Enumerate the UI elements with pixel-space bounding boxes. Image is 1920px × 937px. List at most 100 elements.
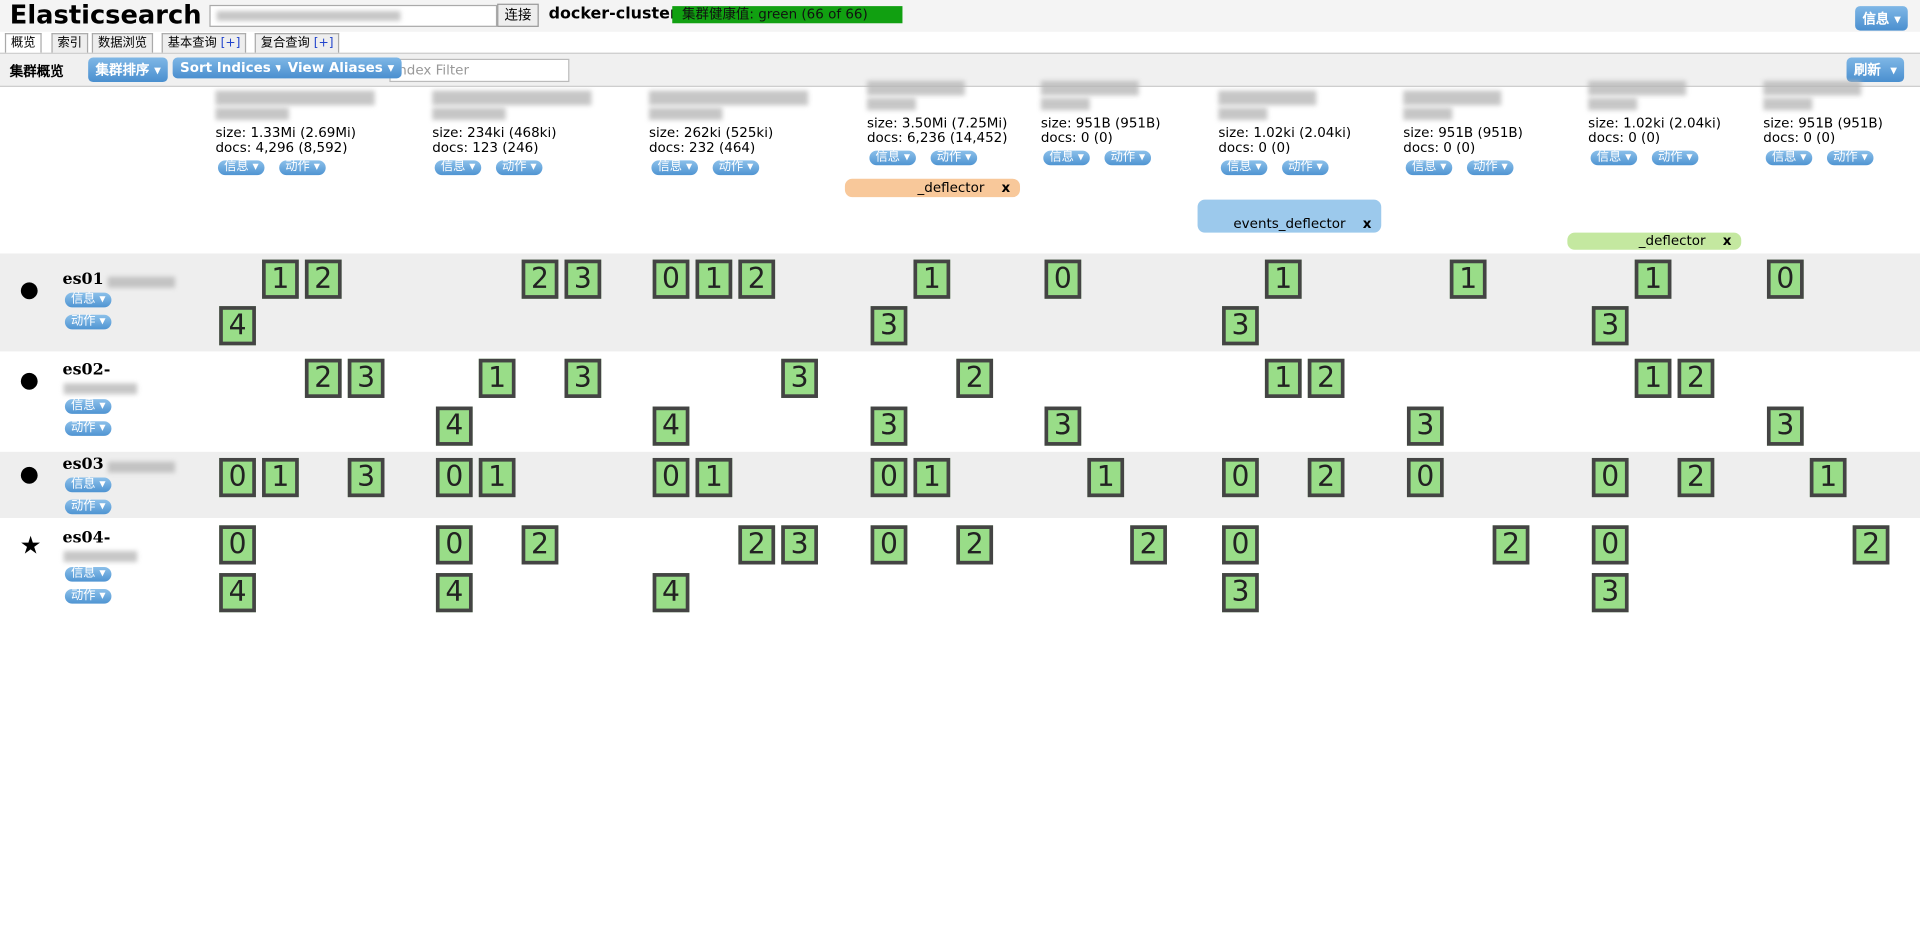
shard[interactable]: 2 xyxy=(1677,457,1715,498)
index-action[interactable]: 动作 ▾ xyxy=(1826,150,1874,166)
index-info[interactable]: 信息 ▾ xyxy=(1590,150,1638,166)
toolbar-button[interactable]: Sort Indices ▾ xyxy=(172,57,290,79)
shard[interactable]: 0 xyxy=(652,457,690,498)
shard[interactable]: 0 xyxy=(870,457,908,498)
index-action[interactable]: 动作 ▾ xyxy=(279,160,326,176)
shard[interactable]: 0 xyxy=(1766,259,1804,299)
shard[interactable]: 4 xyxy=(435,573,473,613)
index-action[interactable]: 动作 ▾ xyxy=(1104,150,1152,166)
node-action[interactable]: 动作 ▾ xyxy=(64,314,112,330)
shard[interactable]: 1 xyxy=(478,457,516,498)
node-info[interactable]: 信息 ▾ xyxy=(64,292,112,308)
node-info[interactable]: 信息 ▾ xyxy=(64,399,112,414)
node-info[interactable]: 信息 ▾ xyxy=(64,566,112,582)
shard[interactable]: 1 xyxy=(913,259,951,299)
shard[interactable]: 3 xyxy=(347,358,385,398)
shard[interactable]: 1 xyxy=(695,457,733,498)
shard[interactable]: 2 xyxy=(1677,358,1715,398)
shard[interactable]: 0 xyxy=(219,525,256,565)
shard[interactable]: 1 xyxy=(262,457,299,498)
index-info[interactable]: 信息 ▾ xyxy=(869,150,917,166)
tab[interactable]: 复合查询 [+] xyxy=(254,33,340,53)
shard[interactable]: 1 xyxy=(1634,358,1672,398)
node-action[interactable]: 动作 ▾ xyxy=(64,588,112,604)
index-info[interactable]: 信息 ▾ xyxy=(1220,160,1268,176)
index-action[interactable]: 动作 ▾ xyxy=(1466,160,1514,176)
shard[interactable]: 3 xyxy=(1591,306,1629,346)
shard[interactable]: 1 xyxy=(478,358,516,398)
shard[interactable]: 0 xyxy=(435,525,473,565)
shard[interactable]: 4 xyxy=(219,573,256,613)
node-info[interactable]: 信息 ▾ xyxy=(64,477,112,493)
tab[interactable]: 索引 xyxy=(51,33,89,53)
shard[interactable]: 2 xyxy=(1307,358,1345,398)
index-action[interactable]: 动作 ▾ xyxy=(712,160,760,176)
index-action[interactable]: 动作 ▾ xyxy=(1651,150,1699,166)
shard[interactable]: 3 xyxy=(347,457,385,498)
index-action[interactable]: 动作 ▾ xyxy=(495,160,543,176)
index-filter[interactable]: Index Filter xyxy=(389,58,570,83)
shard[interactable]: 0 xyxy=(1591,457,1629,498)
alias[interactable]: _deflector x xyxy=(844,178,1021,198)
shard[interactable]: 0 xyxy=(1044,259,1082,299)
shard[interactable]: 3 xyxy=(1222,306,1259,346)
shard[interactable]: 3 xyxy=(781,525,818,565)
shard[interactable]: 3 xyxy=(1406,406,1444,446)
alias[interactable]: events_deflector x xyxy=(1197,199,1382,233)
toolbar-button[interactable]: 集群排序 ▾ xyxy=(88,57,169,83)
url-input[interactable] xyxy=(209,4,498,27)
shard[interactable]: 4 xyxy=(652,406,690,446)
shard[interactable]: 0 xyxy=(435,457,473,498)
shard[interactable]: 1 xyxy=(1634,259,1672,299)
shard[interactable]: 4 xyxy=(219,306,256,346)
toolbar-button[interactable]: View Aliases ▾ xyxy=(280,57,402,79)
shard[interactable]: 0 xyxy=(1222,525,1259,565)
index-info[interactable]: 信息 ▾ xyxy=(1043,150,1091,166)
tab[interactable]: 概览 xyxy=(4,33,42,53)
shard[interactable]: 3 xyxy=(1044,406,1082,446)
shard[interactable]: 2 xyxy=(1852,525,1890,565)
shard[interactable]: 2 xyxy=(304,259,342,299)
index-info[interactable]: 信息 ▾ xyxy=(434,160,482,176)
info-menu[interactable]: 信息 ▾ xyxy=(1855,6,1909,31)
shard[interactable]: 2 xyxy=(956,358,994,398)
connect-button[interactable]: 连接 xyxy=(497,3,539,27)
node-action[interactable]: 动作 ▾ xyxy=(64,421,112,436)
shard[interactable]: 1 xyxy=(695,259,733,299)
shard[interactable]: 4 xyxy=(652,573,690,613)
shard[interactable]: 0 xyxy=(1591,525,1629,565)
node-action[interactable]: 动作 ▾ xyxy=(64,499,112,515)
shard[interactable]: 1 xyxy=(1809,457,1847,498)
shard[interactable]: 3 xyxy=(781,358,818,398)
shard[interactable]: 2 xyxy=(521,259,559,299)
shard[interactable]: 1 xyxy=(1087,457,1125,498)
shard[interactable]: 3 xyxy=(564,259,602,299)
shard[interactable]: 2 xyxy=(1130,525,1167,565)
shard[interactable]: 2 xyxy=(956,525,994,565)
shard[interactable]: 1 xyxy=(262,259,299,299)
shard[interactable]: 1 xyxy=(1264,259,1302,299)
index-info[interactable]: 信息 ▾ xyxy=(651,160,699,176)
index-action[interactable]: 动作 ▾ xyxy=(1282,160,1329,176)
index-info[interactable]: 信息 ▾ xyxy=(1765,150,1813,166)
shard[interactable]: 3 xyxy=(1766,406,1804,446)
shard[interactable]: 1 xyxy=(1264,358,1302,398)
shard[interactable]: 0 xyxy=(870,525,908,565)
index-action[interactable]: 动作 ▾ xyxy=(930,150,978,166)
index-info[interactable]: 信息 ▾ xyxy=(1405,160,1453,176)
index-info[interactable]: 信息 ▾ xyxy=(217,160,265,176)
shard[interactable]: 2 xyxy=(1492,525,1530,565)
shard[interactable]: 3 xyxy=(564,358,602,398)
shard[interactable]: 1 xyxy=(913,457,951,498)
shard[interactable]: 0 xyxy=(1406,457,1444,498)
shard[interactable]: 3 xyxy=(870,406,908,446)
shard[interactable]: 0 xyxy=(219,457,256,498)
shard[interactable]: 4 xyxy=(435,406,473,446)
shard[interactable]: 2 xyxy=(521,525,559,565)
shard[interactable]: 3 xyxy=(870,306,908,346)
shard[interactable]: 0 xyxy=(1222,457,1259,498)
shard[interactable]: 2 xyxy=(1307,457,1345,498)
tab[interactable]: 基本查询 [+] xyxy=(161,33,247,53)
shard[interactable]: 2 xyxy=(304,358,342,398)
tab[interactable]: 数据浏览 xyxy=(91,33,154,53)
